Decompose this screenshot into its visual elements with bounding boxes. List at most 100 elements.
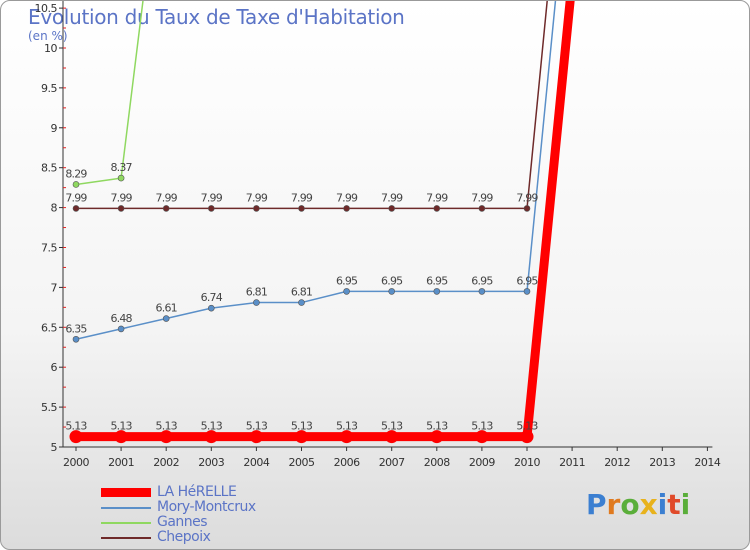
data-point: [204, 430, 218, 444]
data-label: 7.99: [426, 191, 448, 204]
data-label: 5.13: [246, 420, 268, 433]
chart-legend: LA HéRELLE Mory-Montcrux Gannes Chepoix: [101, 484, 361, 545]
data-label: 6.95: [336, 274, 358, 287]
data-label: 6.74: [201, 291, 223, 304]
data-label: 5.13: [110, 420, 132, 433]
series-line: [76, 1, 548, 210]
data-point: [253, 205, 260, 212]
data-point: [253, 299, 260, 306]
y-tick-label: 6.5: [41, 321, 57, 334]
data-label: 6.95: [426, 274, 448, 287]
legend-item: LA HéRELLE: [101, 484, 361, 500]
data-label: 7.99: [156, 191, 178, 204]
chart-title: Evolution du Taux de Taxe d'Habitation: [28, 5, 405, 29]
x-tick-label: 2013: [649, 456, 675, 469]
legend-label: Chepoix: [157, 529, 211, 545]
y-tick-label: 5: [51, 441, 58, 454]
data-label: 6.81: [246, 286, 267, 299]
data-label: 5.13: [156, 420, 178, 433]
data-label: 6.95: [381, 274, 403, 287]
data-point: [208, 304, 215, 312]
data-label: 5.13: [291, 420, 313, 433]
x-tick-label: 2014: [694, 456, 720, 469]
y-tick-label: 8: [51, 202, 58, 215]
data-label: 6.95: [516, 274, 538, 287]
x-tick-label: 2007: [379, 456, 405, 469]
x-tick-label: 2008: [424, 456, 450, 469]
legend-label: Mory-Montcrux: [157, 499, 256, 515]
series-line: [75, 1, 144, 186]
x-tick-label: 2006: [334, 456, 360, 469]
data-point: [388, 288, 396, 295]
data-point: [523, 288, 531, 295]
data-label: 5.13: [426, 420, 448, 433]
chart-unit-label: (en %): [28, 29, 68, 43]
data-point: [433, 288, 441, 295]
data-label: 7.99: [65, 191, 87, 204]
data-point: [340, 430, 354, 444]
data-label: 5.13: [201, 420, 223, 433]
data-point: [114, 430, 128, 444]
data-point: [298, 299, 305, 306]
data-point: [117, 205, 125, 212]
y-tick-label: 10: [44, 42, 57, 55]
x-tick-label: 2001: [108, 456, 134, 469]
legend-item: Mory-Montcrux: [101, 499, 361, 515]
data-label: 6.95: [471, 274, 493, 287]
data-label: 5.13: [65, 420, 87, 433]
data-point: [433, 205, 441, 212]
x-tick-label: 2004: [243, 456, 269, 469]
data-point: [475, 430, 489, 444]
data-label: 5.13: [471, 420, 493, 433]
data-label: 7.99: [291, 191, 313, 204]
legend-swatch: [101, 522, 151, 524]
data-label: 6.48: [110, 312, 132, 325]
x-tick-label: 2012: [604, 456, 630, 469]
data-label: 7.99: [516, 191, 538, 204]
data-point: [72, 205, 80, 212]
data-point: [478, 288, 486, 295]
data-point: [388, 205, 396, 212]
data-point: [520, 430, 534, 444]
legend-item: Chepoix: [101, 529, 361, 545]
x-tick-label: 2005: [289, 456, 315, 469]
data-label: 7.99: [336, 191, 358, 204]
data-label: 8.37: [110, 161, 132, 174]
data-label: 6.81: [291, 286, 312, 299]
data-point: [208, 205, 215, 212]
legend-swatch: [101, 507, 151, 509]
legend-label: LA HéRELLE: [157, 484, 237, 500]
y-tick-label: 10.5: [35, 2, 58, 15]
data-point: [295, 430, 308, 444]
y-tick-label: 7.5: [41, 242, 57, 255]
data-point: [159, 430, 173, 444]
data-point: [343, 205, 350, 212]
y-tick-label: 8.5: [41, 162, 57, 175]
data-point: [249, 430, 263, 444]
data-point: [298, 205, 305, 212]
data-label: 7.99: [246, 191, 268, 204]
legend-label: Gannes: [157, 514, 208, 530]
x-tick-label: 2009: [469, 456, 495, 469]
proxiti-logo: Proxiti: [586, 488, 691, 521]
data-point: [69, 430, 83, 444]
data-point: [385, 430, 399, 444]
y-tick-label: 6: [51, 361, 58, 374]
x-tick-label: 2000: [63, 456, 89, 469]
data-label: 7.99: [201, 191, 223, 204]
data-point: [162, 205, 170, 212]
data-label: 5.13: [381, 420, 403, 433]
y-tick-label: 9.5: [41, 82, 57, 95]
data-point: [430, 430, 444, 444]
legend-item: Gannes: [101, 514, 361, 530]
legend-swatch: [101, 488, 151, 497]
data-point: [478, 205, 486, 212]
data-label: 7.99: [381, 191, 403, 204]
series-line: [76, 1, 575, 442]
y-tick-label: 9: [51, 122, 58, 135]
data-point: [523, 205, 531, 212]
data-label: 7.99: [471, 191, 493, 204]
data-point: [343, 288, 350, 295]
data-label: 6.61: [156, 302, 177, 315]
